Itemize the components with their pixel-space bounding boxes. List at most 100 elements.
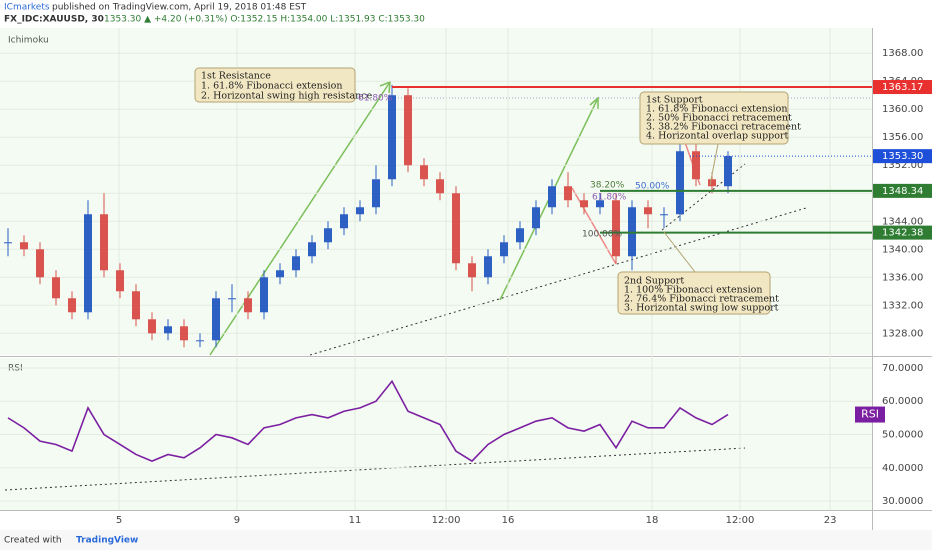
- candle-body: [564, 186, 572, 201]
- y-tick-label: 70.0000: [882, 363, 923, 374]
- x-tick-label: 18: [646, 515, 659, 526]
- price-tag: [873, 80, 932, 95]
- candle-body: [228, 298, 236, 300]
- note-line: 1st Support: [646, 95, 703, 106]
- publisher[interactable]: ICmarkets: [4, 3, 50, 13]
- candle-body: [356, 207, 364, 215]
- price-tag: [873, 149, 932, 164]
- candle-body: [580, 200, 588, 208]
- candle-body: [36, 249, 44, 278]
- candle-body: [660, 214, 668, 216]
- candle-body: [260, 277, 268, 313]
- y-tick-label: 1328.00: [882, 328, 923, 339]
- candle-body: [596, 200, 604, 208]
- note-box: [617, 271, 771, 315]
- candle-body: [644, 207, 652, 215]
- candle-body: [212, 298, 220, 341]
- candle-body: [452, 193, 460, 264]
- arrow-head: [589, 96, 599, 109]
- candle-body: [388, 95, 396, 180]
- quote: 1353.30 ▲ +4.20 (+0.31%) O:1352.15 H:135…: [104, 15, 425, 25]
- note-line: 2. Horizontal swing high resistance: [201, 91, 373, 102]
- candle-body: [164, 326, 172, 334]
- candle-body: [484, 256, 492, 278]
- x-tick-label: 23: [824, 515, 837, 526]
- candle-body: [372, 179, 380, 208]
- candle-body: [148, 319, 156, 334]
- note-line: 1st Resistance: [201, 71, 271, 82]
- fib-label: 61.80%: [358, 94, 393, 104]
- y-tick-label: 1344.00: [882, 216, 923, 227]
- candle-body: [404, 95, 412, 166]
- note-line: 3. 38.2% Fibonacci retracement: [646, 122, 801, 133]
- fib-label: 50.00%: [635, 182, 670, 192]
- footer-created: Created with: [4, 536, 62, 546]
- note-line: 3. Horizontal swing low support: [624, 303, 779, 314]
- candle-body: [132, 291, 140, 320]
- annotations: 1st Resistance 1. 61.8% Fibonacci extens…: [194, 67, 801, 315]
- indicator-tag: [855, 406, 885, 423]
- candle-body: [180, 326, 188, 341]
- fib-label: 61.80%: [592, 193, 627, 203]
- y-tick-label: 1352.00: [882, 160, 923, 171]
- trend-arrow: [209, 81, 391, 356]
- arrow-head: [379, 80, 391, 94]
- candle-body: [532, 207, 540, 229]
- candle-body: [116, 270, 124, 292]
- note-pointer: [709, 143, 719, 186]
- note-pointer: [663, 231, 696, 273]
- y-tick-label: 1360.00: [882, 104, 923, 115]
- candle-body: [196, 340, 204, 342]
- price-tag: [873, 225, 932, 240]
- footer-brand[interactable]: TradingView: [76, 536, 138, 546]
- candle-body: [100, 214, 108, 271]
- candle-body: [292, 256, 300, 271]
- indicator-label: Ichimoku: [8, 36, 49, 46]
- note-box: [194, 67, 356, 103]
- trend-arrow: [571, 187, 617, 265]
- candle-body: [84, 214, 92, 313]
- candle-body: [676, 151, 684, 215]
- candle-body: [244, 298, 252, 313]
- candle-body: [340, 214, 348, 229]
- x-tick-label: 9: [234, 515, 240, 526]
- y-tick-label: 1368.00: [882, 48, 923, 59]
- y-tick-label: 1332.00: [882, 300, 923, 311]
- trend-line: [4, 447, 746, 491]
- candle-body: [68, 298, 76, 313]
- candle-body: [500, 242, 508, 257]
- fib-label: 38.20%: [590, 181, 625, 191]
- candle-body: [612, 200, 620, 257]
- x-tick-label: 12:00: [432, 515, 461, 526]
- candle-body: [20, 242, 28, 250]
- note-line: 2. 76.4% Fibonacci retracement: [624, 294, 779, 305]
- y-tick-label: 60.0000: [882, 396, 923, 407]
- candle-body: [4, 242, 12, 244]
- y-tick-label: 30.0000: [882, 496, 923, 507]
- symbol: FX_IDC:XAUUSD, 30: [4, 15, 104, 25]
- candle-body: [724, 156, 732, 187]
- price-tag-label: 1353.30: [882, 151, 923, 162]
- candle-body: [548, 186, 556, 208]
- y-tick-label: 1336.00: [882, 272, 923, 283]
- candle-body: [516, 228, 524, 243]
- indicator-label: RSI: [8, 364, 23, 374]
- x-tick-label: 12:00: [726, 515, 755, 526]
- price-tag-label: 1342.38: [882, 228, 923, 239]
- candle-body: [308, 242, 316, 257]
- x-tick-label: 5: [116, 515, 122, 526]
- note-line: 2nd Support: [624, 276, 684, 287]
- price-tag-label: 1363.17: [882, 82, 923, 93]
- note-line: 4. Horizontal overlap support: [646, 131, 789, 142]
- candle-body: [692, 151, 700, 180]
- indicator-tag-label: RSI: [861, 408, 879, 421]
- rsi-line: [7, 379, 729, 463]
- y-tick-label: 40.0000: [882, 463, 923, 474]
- candle-body: [276, 270, 284, 278]
- note-line: 2. 50% Fibonacci retracement: [646, 113, 792, 124]
- note-line: 1. 100% Fibonacci extension: [624, 285, 762, 296]
- candle-body: [420, 165, 428, 180]
- fib-label: 100.00%: [582, 230, 622, 240]
- candle-body: [436, 179, 444, 194]
- y-tick-label: 1356.00: [882, 132, 923, 143]
